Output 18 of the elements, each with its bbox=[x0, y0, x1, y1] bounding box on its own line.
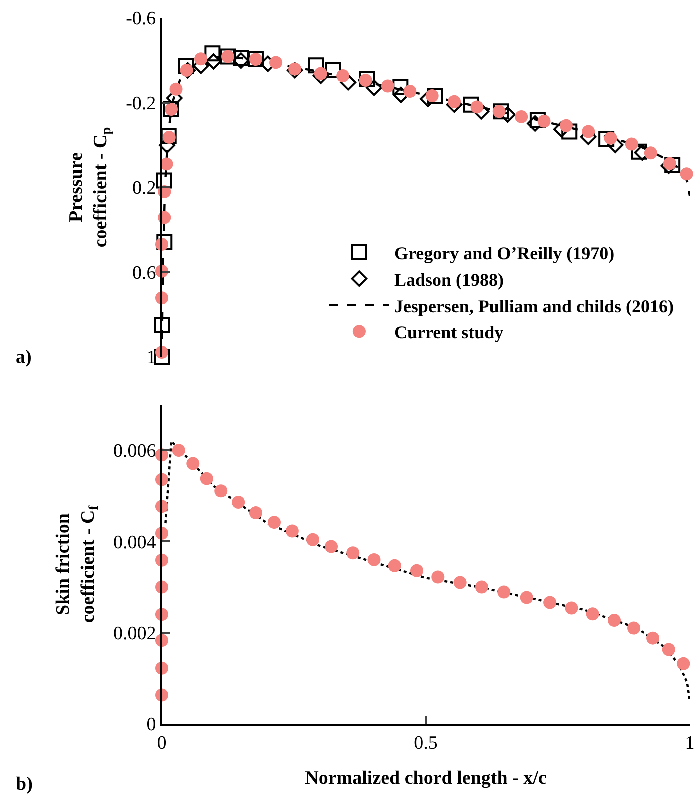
x-tick-label: 1 bbox=[685, 732, 695, 754]
legend-label: Ladson (1988) bbox=[394, 270, 504, 290]
text: b) bbox=[16, 774, 33, 795]
y-tick-label: 0.6 bbox=[132, 262, 156, 284]
y-tick-label: -0.6 bbox=[126, 8, 156, 30]
legend-label: Current study bbox=[394, 322, 504, 343]
legend-label: Gregory and O’Reilly (1970) bbox=[394, 243, 615, 264]
y-tick-label: 0.002 bbox=[113, 624, 156, 645]
y-tick-label: 1 bbox=[146, 348, 156, 369]
y-tick-label: 0.004 bbox=[113, 532, 157, 554]
y-tick-label: -0.2 bbox=[126, 93, 156, 114]
legend-label: Jespersen, Pulliam and childs (2016) bbox=[394, 296, 674, 316]
y-tick-label: 0.2 bbox=[132, 178, 156, 200]
text: a) bbox=[16, 347, 32, 368]
x-axis-title: Normalized chord length - x/c bbox=[305, 768, 547, 790]
y-tick-label: 0 bbox=[146, 714, 156, 736]
x-tick-label: 0.5 bbox=[414, 732, 438, 754]
y-tick-label: 0.006 bbox=[113, 441, 156, 462]
